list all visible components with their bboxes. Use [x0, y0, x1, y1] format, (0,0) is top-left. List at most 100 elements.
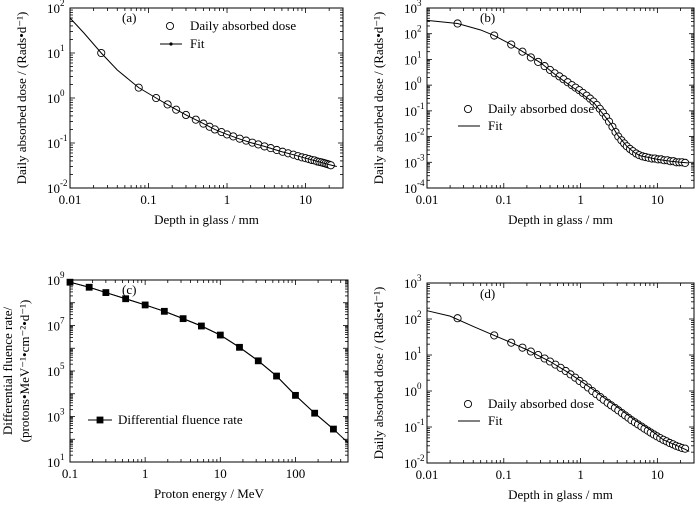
- x-tick-label: 0.01: [416, 467, 439, 482]
- y-axis-title: (protons•MeV⁻¹•cm⁻²•d⁻¹): [17, 300, 32, 443]
- x-tick-label: 0.1: [496, 467, 512, 482]
- y-tick-exponent: 3: [417, 273, 422, 283]
- y-axis-title: Daily absorbed dose / (Rads•d⁻¹): [371, 287, 386, 460]
- plot-frame: [426, 282, 695, 464]
- legend-label: Fit: [488, 413, 503, 428]
- y-tick-label: 10 -2: [404, 453, 425, 471]
- y-tick-base: 10: [47, 455, 60, 470]
- tick-marks: [426, 282, 695, 464]
- y-tick-base: 10: [404, 52, 417, 67]
- y-tick-base: 10: [404, 276, 417, 291]
- y-tick-exponent: 1: [417, 49, 422, 59]
- series-markers: [453, 314, 690, 453]
- panel-label: (b): [480, 10, 495, 25]
- legend-label: Fit: [488, 118, 503, 133]
- x-axis-title: Proton energy / MeV: [154, 486, 264, 501]
- y-tick-exponent: 9: [60, 270, 65, 280]
- y-tick-base: 10: [404, 130, 417, 145]
- y-tick-exponent: 0: [60, 88, 65, 98]
- y-tick-exponent: 1: [60, 43, 65, 53]
- x-tick-label: 1: [577, 467, 584, 482]
- x-tick-label: 0.1: [496, 192, 512, 207]
- y-tick-label: 10 2: [47, 0, 65, 16]
- y-tick-exponent: 7: [60, 316, 65, 326]
- legend-symbol-square: [96, 416, 104, 424]
- panel-label: (c): [122, 282, 136, 297]
- y-tick-label: 10 1: [404, 49, 422, 67]
- x-axis-title: Depth in glass / mm: [154, 212, 259, 227]
- y-tick-label: 10 -2: [404, 127, 425, 145]
- y-tick-label: 10 -3: [404, 152, 425, 170]
- y-tick-base: 10: [47, 410, 60, 425]
- legend: Daily absorbed dose Fit: [458, 396, 594, 428]
- y-tick-base: 10: [404, 78, 417, 93]
- y-tick-base: 10: [404, 104, 417, 119]
- y-tick-exponent: -1: [417, 101, 425, 111]
- y-axis-title: Differential fluence rate/: [0, 306, 15, 435]
- y-tick-label: 10 -2: [47, 178, 68, 196]
- legend-label: Daily absorbed dose: [190, 18, 296, 33]
- y-tick-base: 10: [404, 1, 417, 16]
- y-tick-label: 10 3: [47, 407, 65, 425]
- tick-marks: [426, 7, 695, 189]
- y-tick-label: 10 0: [404, 75, 422, 93]
- y-tick-base: 10: [47, 91, 60, 106]
- legend: Daily absorbed dose Fit: [160, 18, 296, 51]
- y-tick-label: 10 -4: [404, 178, 425, 196]
- y-tick-base: 10: [404, 384, 417, 399]
- y-tick-base: 10: [404, 456, 417, 471]
- x-tick-label: 1: [142, 466, 149, 481]
- x-tick-label: 10: [651, 467, 664, 482]
- y-tick-label: 10 -1: [404, 101, 425, 119]
- y-tick-base: 10: [47, 46, 60, 61]
- x-tick-label: 0.1: [62, 466, 78, 481]
- plot-frame: [69, 279, 349, 463]
- y-tick-exponent: -4: [417, 178, 425, 188]
- y-tick-base: 10: [404, 27, 417, 42]
- y-tick-exponent: 3: [60, 407, 65, 417]
- y-tick-label: 10 -1: [47, 133, 68, 151]
- y-tick-exponent: -2: [417, 453, 425, 463]
- y-tick-exponent: -3: [417, 152, 425, 162]
- x-tick-label: 0.1: [140, 192, 156, 207]
- y-tick-label: 10 -1: [404, 417, 425, 435]
- legend-symbol-dot: [169, 42, 173, 46]
- x-tick-label: 10: [651, 192, 664, 207]
- y-axis-title: Daily absorbed dose / (Rads•d⁻¹): [14, 12, 29, 185]
- legend-item: Daily absorbed dose: [463, 101, 594, 116]
- legend-label: Differential fluence rate: [118, 412, 243, 427]
- y-tick-exponent: 0: [417, 75, 422, 85]
- legend-label: Daily absorbed dose: [488, 396, 594, 411]
- x-tick-label: 1: [577, 192, 584, 207]
- y-tick-label: 10 7: [47, 316, 65, 334]
- legend: Daily absorbed dose Fit: [458, 101, 594, 133]
- y-tick-base: 10: [47, 319, 60, 334]
- legend-symbol: [165, 21, 175, 31]
- x-tick-label: 0.01: [59, 192, 82, 207]
- y-tick-label: 10 1: [47, 452, 65, 470]
- y-tick-label: 10 0: [47, 88, 65, 106]
- y-tick-base: 10: [47, 136, 60, 151]
- y-tick-label: 10 2: [404, 24, 422, 42]
- x-tick-label: 0.01: [416, 192, 439, 207]
- y-tick-exponent: 1: [60, 452, 65, 462]
- y-tick-exponent: -2: [417, 127, 425, 137]
- y-tick-exponent: -2: [60, 178, 68, 188]
- y-tick-label: 10 2: [404, 309, 422, 327]
- panel-label: (a): [122, 10, 136, 25]
- x-tick-label: 10: [299, 192, 312, 207]
- legend: Differential fluence rate: [88, 412, 243, 427]
- y-tick-base: 10: [47, 181, 60, 196]
- series-line: [69, 281, 349, 444]
- y-tick-exponent: -1: [60, 133, 68, 143]
- y-tick-label: 10 3: [404, 0, 422, 16]
- y-tick-exponent: 2: [417, 309, 422, 319]
- x-tick-label: 10: [214, 466, 227, 481]
- panel-label: (d): [480, 286, 495, 301]
- y-tick-base: 10: [404, 181, 417, 196]
- y-tick-base: 10: [47, 364, 60, 379]
- series-line: [69, 281, 334, 430]
- y-tick-base: 10: [404, 348, 417, 363]
- series-line: [69, 17, 337, 168]
